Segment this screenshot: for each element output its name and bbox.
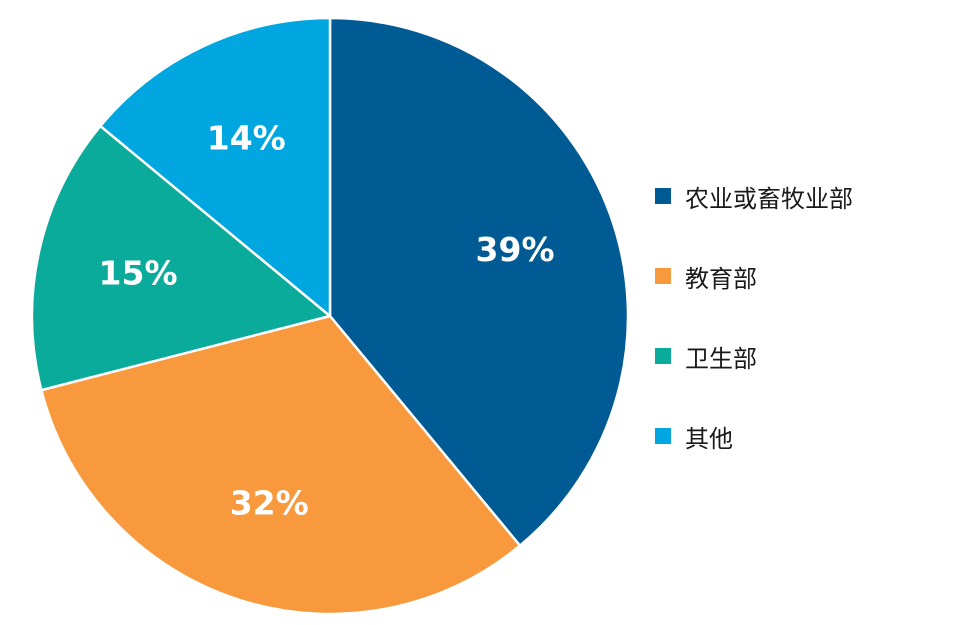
legend-item-3: 其他 <box>655 416 955 456</box>
legend-swatch-0 <box>655 188 671 204</box>
legend-label-2: 卫生部 <box>685 344 757 373</box>
slice-label-1: 32% <box>230 484 309 523</box>
legend-swatch-1 <box>655 268 671 284</box>
chart-legend: 农业或畜牧业部 教育部 卫生部 其他 <box>655 176 955 496</box>
legend-swatch-3 <box>655 428 671 444</box>
pie-slice-2 <box>30 124 332 392</box>
slice-label-2: 15% <box>99 254 178 293</box>
pie-slice-1 <box>40 314 522 616</box>
slice-label-0: 39% <box>476 230 555 269</box>
pie-slice-3 <box>99 16 332 318</box>
legend-label-1: 教育部 <box>685 264 757 293</box>
legend-label-0: 农业或畜牧业部 <box>685 184 853 213</box>
legend-item-1: 教育部 <box>655 256 955 296</box>
legend-item-2: 卫生部 <box>655 336 955 376</box>
legend-label-3: 其他 <box>685 424 733 453</box>
pie-slice-0 <box>328 16 630 547</box>
legend-swatch-2 <box>655 348 671 364</box>
legend-item-0: 农业或畜牧业部 <box>655 176 955 216</box>
slice-label-3: 14% <box>207 119 286 158</box>
